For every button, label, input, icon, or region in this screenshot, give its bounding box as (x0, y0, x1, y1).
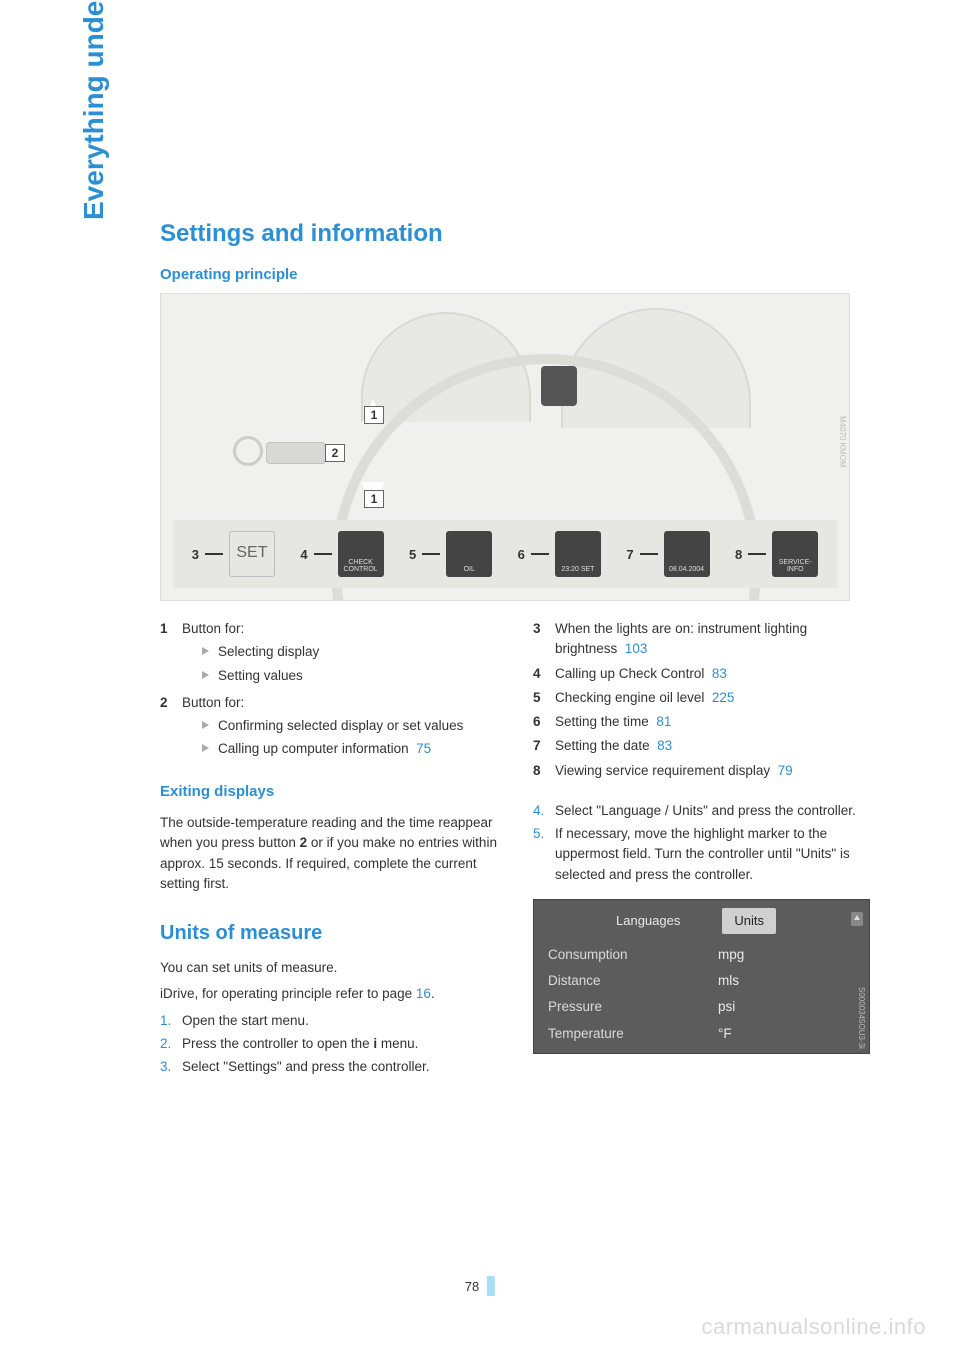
page-link-16[interactable]: 16 (416, 986, 431, 1001)
step-num: 5. (533, 824, 555, 885)
legend-num: 4 (533, 664, 555, 684)
left-column: 1 Button for: Selecting display Setting … (160, 619, 497, 1080)
step-text: Open the start menu. (182, 1011, 497, 1031)
strip-num-6: 6 (518, 547, 525, 562)
diagram-label-2: 2 (325, 444, 345, 462)
legend-num: 8 (533, 761, 555, 781)
idrive-screenshot: Languages Units Consumptionmpg Distancem… (533, 899, 870, 1054)
strip-num-8: 8 (735, 547, 742, 562)
chapter-tab: Everything under control (78, 0, 110, 220)
unit-key: Consumption (548, 945, 718, 965)
exiting-displays-text: The outside-temperature reading and the … (160, 813, 497, 894)
step-text: Press the controller to open the i menu. (182, 1034, 497, 1054)
content-columns: 1 Button for: Selecting display Setting … (160, 619, 870, 1080)
step-num: 2. (160, 1034, 182, 1054)
strip-num-5: 5 (409, 547, 416, 562)
diagram-label-1a: 1 (364, 406, 384, 424)
legend-text-2: Button for: (182, 695, 244, 710)
strip-icon-7: 08.04.2004 (664, 531, 710, 577)
strip-num-4: 4 (300, 547, 307, 562)
tab-languages: Languages (604, 908, 692, 934)
legend-1-sub-a: Selecting display (202, 642, 497, 662)
strip-icon-5: OIL (446, 531, 492, 577)
units-p1: You can set units of measure. (160, 958, 497, 978)
page-link-79[interactable]: 79 (778, 763, 793, 778)
unit-key: Temperature (548, 1024, 718, 1044)
unit-key: Pressure (548, 997, 718, 1017)
page-link-103[interactable]: 103 (625, 641, 648, 656)
diagram-label-1b: 1 (364, 490, 384, 508)
step-text: Select "Language / Units" and press the … (555, 801, 870, 821)
tab-units: Units (722, 908, 776, 934)
page-link-83a[interactable]: 83 (712, 666, 727, 681)
strip-icon-8: SERVICE- INFO (772, 531, 818, 577)
units-p2: iDrive, for operating principle refer to… (160, 984, 497, 1004)
legend-text: Setting the time 81 (555, 712, 870, 732)
unit-val: mls (718, 971, 739, 991)
legend-text: Viewing service requirement display 79 (555, 761, 870, 781)
diagram-ref-code: M4070 KMOM (838, 416, 847, 468)
wheel-hub-icon (541, 366, 577, 406)
legend-text: Calling up Check Control 83 (555, 664, 870, 684)
unit-key: Distance (548, 971, 718, 991)
page-link-83b[interactable]: 83 (657, 738, 672, 753)
right-column: 3When the lights are on: instrument ligh… (533, 619, 870, 1080)
page-link-81[interactable]: 81 (656, 714, 671, 729)
legend-2-sub-a: Confirming selected display or set value… (202, 716, 497, 736)
strip-num-7: 7 (626, 547, 633, 562)
legend-text: Setting the date 83 (555, 736, 870, 756)
scroll-indicator-icon (851, 912, 863, 926)
legend-text: Checking engine oil level 225 (555, 688, 870, 708)
units-steps-left: 1.Open the start menu. 2.Press the contr… (160, 1011, 497, 1078)
step-text: If necessary, move the highlight marker … (555, 824, 870, 885)
unit-val: mpg (718, 945, 744, 965)
strip-icon-6: 23:20 SET (555, 531, 601, 577)
legend-text: When the lights are on: instrument light… (555, 619, 870, 660)
strip-num-3: 3 (192, 547, 199, 562)
legend-num-1: 1 (160, 619, 182, 689)
section-title: Settings and information (160, 220, 870, 248)
legend-2-sub-b: Calling up computer information 75 (202, 739, 497, 759)
button-legend-list: 1 Button for: Selecting display Setting … (160, 619, 497, 763)
page-link-75[interactable]: 75 (416, 741, 431, 756)
page: Everything under control Settings and in… (0, 0, 960, 1358)
legend-text-1: Button for: (182, 621, 244, 636)
strip-icon-4: CHECK CONTROL (338, 531, 384, 577)
legend-1-sub-b: Setting values (202, 666, 497, 686)
legend-list-right: 3When the lights are on: instrument ligh… (533, 619, 870, 781)
steering-diagram: 1 2 1 3 SET 4 CHECK CONTROL 5 OIL 6 23:20 SE… (160, 293, 850, 601)
step-num: 4. (533, 801, 555, 821)
page-marker-icon (487, 1276, 495, 1296)
stalk-icon (266, 442, 326, 464)
units-of-measure-heading: Units of measure (160, 918, 497, 948)
page-number: 78 (465, 1276, 495, 1296)
legend-num: 6 (533, 712, 555, 732)
screenshot-ref-code: S0000345OU3-3i (855, 987, 867, 1049)
legend-num: 5 (533, 688, 555, 708)
diagram-icon-strip: 3 SET 4 CHECK CONTROL 5 OIL 6 23:20 SET 7 08.… (173, 520, 837, 588)
strip-icon-3: SET (229, 531, 275, 577)
unit-val: psi (718, 997, 735, 1017)
legend-num: 7 (533, 736, 555, 756)
legend-num-2: 2 (160, 693, 182, 763)
units-steps-right: 4.Select "Language / Units" and press th… (533, 801, 870, 885)
step-num: 3. (160, 1057, 182, 1077)
step-text: Select "Settings" and press the controll… (182, 1057, 497, 1077)
legend-num: 3 (533, 619, 555, 660)
step-num: 1. (160, 1011, 182, 1031)
exiting-displays-heading: Exiting displays (160, 781, 497, 804)
subsection-operating-principle: Operating principle (160, 266, 870, 283)
watermark: carmanualsonline.info (701, 1314, 926, 1340)
page-link-225[interactable]: 225 (712, 690, 735, 705)
unit-val: °F (718, 1024, 732, 1044)
